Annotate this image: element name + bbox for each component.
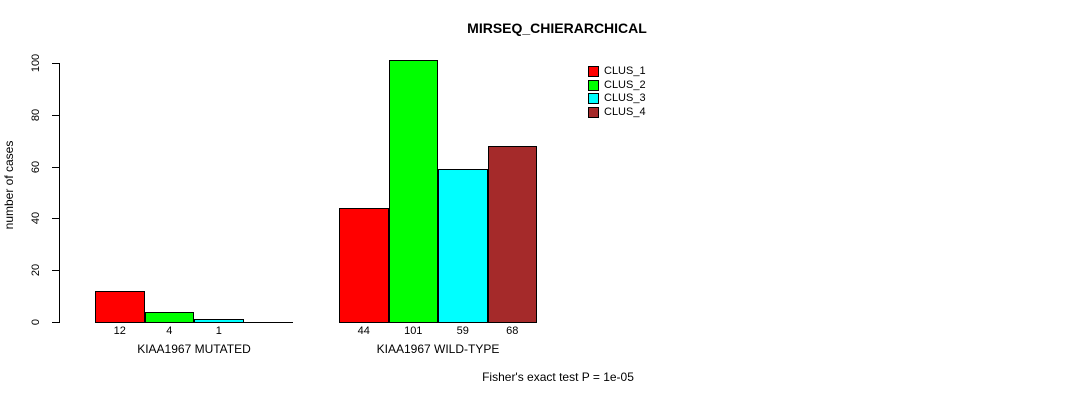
bar-value-label: 1: [215, 325, 222, 337]
bar-clus_1: [95, 290, 145, 323]
bar-clus_3: [438, 169, 488, 323]
y-axis-line: [59, 63, 60, 323]
bar-value-label: 4: [166, 325, 173, 337]
y-axis-tick-label: 20: [30, 264, 42, 277]
legend-swatch: [588, 106, 599, 118]
y-axis-tick: [52, 270, 59, 272]
y-axis-tick: [52, 218, 59, 220]
bar-value-label: 44: [357, 325, 370, 337]
bar-clus_2: [388, 60, 438, 323]
y-axis-tick: [52, 322, 59, 323]
legend-item: CLUS_1: [588, 66, 646, 77]
legend-label: CLUS_2: [604, 78, 646, 91]
bar-clus_1: [339, 208, 389, 323]
y-axis-tick: [52, 114, 59, 116]
y-axis-tick-label: 80: [30, 108, 42, 121]
group-label: KIAA1967 WILD-TYPE: [376, 342, 500, 356]
legend-swatch: [588, 79, 599, 91]
bar-clus_4: [487, 145, 537, 323]
bar-value-label: 59: [456, 325, 469, 337]
legend: CLUS_1 CLUS_2 CLUS_3 CLUS_4: [588, 66, 646, 120]
bar-value-label: 12: [113, 325, 126, 337]
legend-swatch: [588, 93, 599, 104]
legend-item: CLUS_3: [588, 93, 646, 104]
bar-clus_2: [144, 311, 194, 323]
legend-label: CLUS_3: [604, 92, 646, 104]
y-axis-tick-label: 100: [30, 53, 42, 73]
bar-value-label: 101: [404, 325, 423, 337]
y-axis-tick: [52, 63, 59, 64]
fisher-test-annotation: Fisher's exact test P = 1e-05: [482, 370, 634, 384]
y-axis-tick-label: 0: [30, 318, 42, 326]
y-axis-tick: [52, 166, 59, 168]
legend-item: CLUS_4: [588, 105, 646, 118]
group-label: KIAA1967 MUTATED: [137, 342, 251, 356]
legend-label: CLUS_1: [604, 65, 646, 77]
y-axis-tick-label: 60: [30, 160, 42, 173]
legend-item: CLUS_2: [588, 78, 646, 91]
bar-clus_3: [194, 319, 244, 323]
legend-swatch: [588, 66, 599, 77]
y-axis-tick-label: 40: [30, 212, 42, 225]
bar-value-label: 68: [506, 325, 519, 337]
chart-title: MIRSEQ_CHIERARCHICAL: [467, 20, 647, 36]
y-axis-label: number of cases: [2, 140, 16, 230]
legend-label: CLUS_4: [604, 105, 646, 118]
